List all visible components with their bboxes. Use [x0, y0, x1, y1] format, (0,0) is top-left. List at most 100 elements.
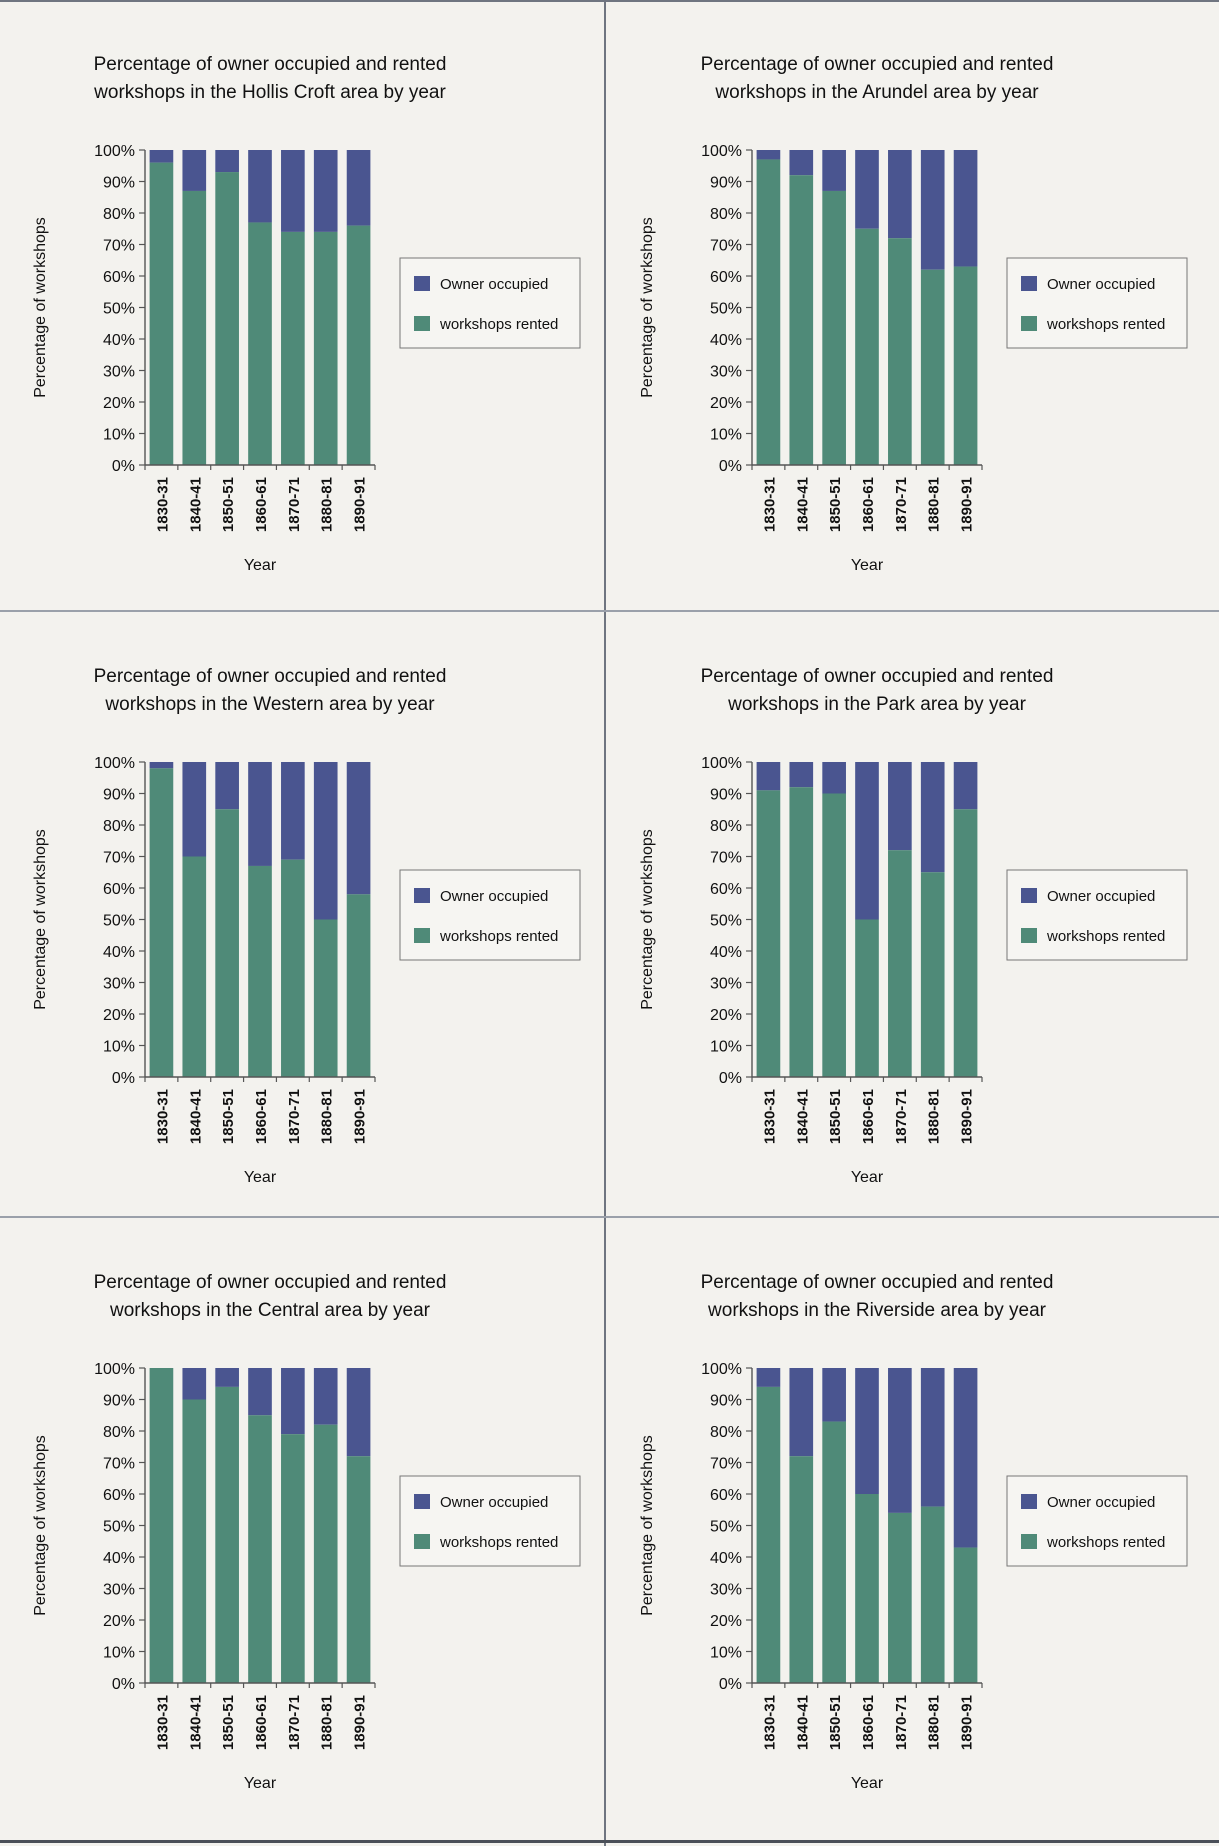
legend-box: [1006, 869, 1188, 961]
chart-hollis-croft: Percentage of owner occupied and rented w…: [0, 0, 600, 600]
y-tick-label: 40%: [103, 1550, 135, 1567]
legend-label-rented: workshops rented: [1046, 1534, 1165, 1551]
legend-box: [1006, 257, 1188, 349]
bar-owner-occupied: [953, 1368, 978, 1548]
bar-workshops-rented: [756, 159, 781, 465]
bar-owner-occupied: [281, 762, 305, 860]
bar-owner-occupied: [822, 150, 846, 191]
x-tick-label: 1870-71: [893, 1089, 910, 1144]
y-tick-label: 50%: [103, 301, 135, 318]
x-tick-label: 1850-51: [220, 1695, 237, 1750]
bar-owner-occupied: [822, 762, 846, 794]
bar-workshops-rented: [346, 894, 371, 1077]
x-axis-label: Year: [851, 557, 884, 574]
y-tick-label: 90%: [103, 1393, 135, 1410]
y-tick-label: 20%: [103, 1007, 135, 1024]
x-tick-label: 1830-31: [761, 477, 778, 532]
bar-workshops-rented: [149, 768, 174, 1077]
bar-workshops-rented: [822, 793, 846, 1077]
legend-label-owner: Owner occupied: [440, 276, 548, 293]
bar-owner-occupied: [346, 762, 371, 895]
bar-owner-occupied: [346, 1368, 371, 1457]
bar-owner-occupied: [888, 1368, 912, 1513]
legend-label-owner: Owner occupied: [440, 1494, 548, 1511]
y-tick-label: 100%: [94, 143, 135, 160]
bar-owner-occupied: [789, 762, 814, 788]
y-tick-label: 50%: [103, 913, 135, 930]
x-tick-label: 1870-71: [893, 477, 910, 532]
legend-label-owner: Owner occupied: [440, 888, 548, 905]
bar-owner-occupied: [756, 762, 781, 791]
legend-label-owner: Owner occupied: [1047, 276, 1155, 293]
x-tick-label: 1870-71: [286, 1089, 303, 1144]
bar-owner-occupied: [313, 150, 338, 232]
bar-workshops-rented: [248, 222, 272, 465]
bar-workshops-rented: [953, 266, 978, 465]
bar-workshops-rented: [920, 269, 945, 465]
x-tick-label: 1840-41: [794, 1695, 811, 1750]
bar-workshops-rented: [888, 850, 912, 1077]
bar-workshops-rented: [855, 228, 879, 465]
y-tick-label: 40%: [103, 332, 135, 349]
legend-box: [399, 257, 581, 349]
y-tick-label: 60%: [710, 269, 742, 286]
vertical-divider: [604, 0, 606, 1846]
bar-owner-occupied: [789, 150, 814, 176]
x-tick-label: 1860-61: [253, 477, 270, 532]
y-tick-label: 100%: [701, 755, 742, 772]
y-tick-label: 20%: [103, 1613, 135, 1630]
horizontal-divider-1: [0, 610, 1219, 612]
chart-title: workshops in the Western area by year: [104, 694, 435, 715]
x-tick-label: 1880-81: [319, 1695, 336, 1750]
bar-owner-occupied: [789, 1368, 814, 1457]
y-tick-label: 0%: [719, 1070, 742, 1087]
bar-workshops-rented: [822, 1421, 846, 1683]
bar-workshops-rented: [248, 865, 272, 1077]
legend-swatch-rented: [1021, 316, 1037, 331]
y-tick-label: 20%: [710, 395, 742, 412]
bar-workshops-rented: [182, 856, 207, 1077]
legend-swatch-owner: [414, 276, 430, 291]
bar-owner-occupied: [855, 1368, 879, 1494]
bar-workshops-rented: [215, 1386, 239, 1683]
bar-workshops-rented: [789, 787, 814, 1077]
y-tick-label: 60%: [103, 881, 135, 898]
chart-title: Percentage of owner occupied and rented: [701, 54, 1054, 75]
legend-swatch-owner: [414, 888, 430, 903]
y-tick-label: 30%: [710, 364, 742, 381]
x-tick-label: 1830-31: [154, 1695, 171, 1750]
y-axis-label: Percentage of workshops: [639, 1435, 656, 1616]
chart-title: workshops in the Hollis Croft area by ye…: [93, 82, 446, 103]
x-tick-label: 1840-41: [794, 477, 811, 532]
x-tick-label: 1840-41: [187, 1695, 204, 1750]
legend-box: [399, 869, 581, 961]
y-tick-label: 80%: [710, 1424, 742, 1441]
x-tick-label: 1860-61: [860, 1695, 877, 1750]
x-tick-label: 1830-31: [154, 477, 171, 532]
x-tick-label: 1840-41: [187, 477, 204, 532]
x-tick-label: 1880-81: [926, 477, 943, 532]
chart-park: Percentage of owner occupied and rented w…: [607, 612, 1207, 1212]
bar-workshops-rented: [281, 231, 305, 465]
bar-owner-occupied: [182, 1368, 207, 1400]
bar-workshops-rented: [313, 919, 338, 1077]
bar-owner-occupied: [313, 1368, 338, 1425]
chart-svg: Percentage of owner occupied and rented w…: [32, 666, 581, 1186]
bar-workshops-rented: [281, 859, 305, 1077]
y-tick-label: 20%: [710, 1007, 742, 1024]
y-tick-label: 50%: [710, 1519, 742, 1536]
bar-workshops-rented: [149, 1368, 174, 1683]
bar-owner-occupied: [855, 150, 879, 229]
bar-owner-occupied: [313, 762, 338, 920]
x-tick-label: 1850-51: [827, 1089, 844, 1144]
x-tick-label: 1850-51: [220, 477, 237, 532]
bar-workshops-rented: [789, 1456, 814, 1683]
bar-owner-occupied: [182, 150, 207, 191]
x-tick-label: 1860-61: [860, 1089, 877, 1144]
y-tick-label: 50%: [710, 913, 742, 930]
bar-owner-occupied: [756, 1368, 781, 1387]
bar-owner-occupied: [888, 150, 912, 239]
x-tick-label: 1870-71: [286, 477, 303, 532]
y-tick-label: 90%: [103, 175, 135, 192]
bar-workshops-rented: [182, 190, 207, 465]
